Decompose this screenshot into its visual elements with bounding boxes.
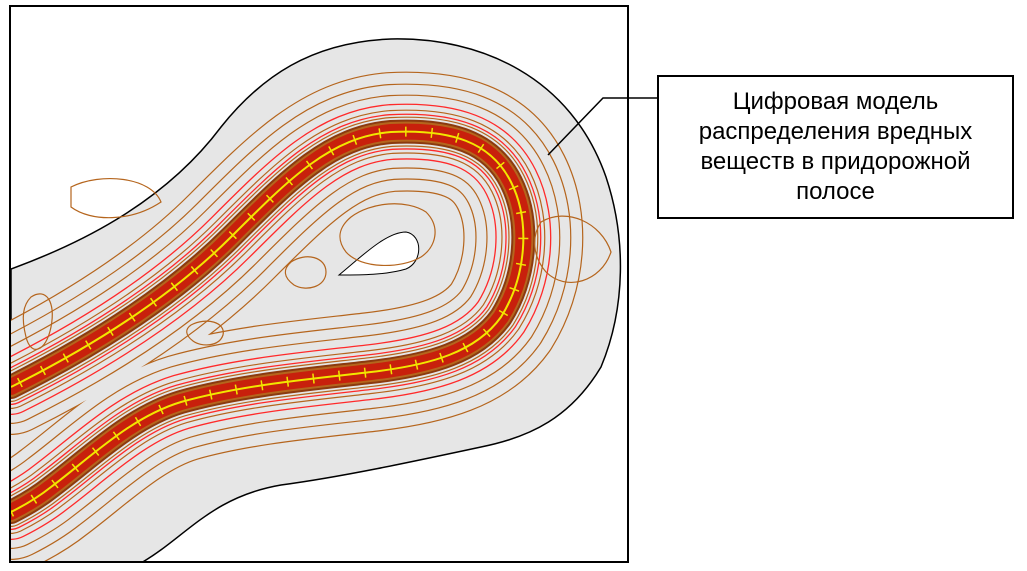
road-axis-tick — [363, 367, 367, 378]
road-axis-tick — [16, 377, 23, 388]
caption-text: Цифровая модель распределения вредных ве… — [698, 88, 973, 205]
road-axis-tick — [389, 364, 393, 375]
road-axis-tick — [516, 210, 527, 215]
road-axis-tick — [286, 376, 290, 387]
map-panel — [9, 5, 629, 563]
road-axis-tick — [234, 384, 238, 395]
road-axis-tick — [62, 353, 69, 363]
road-axis-tick — [430, 127, 434, 138]
road-axis-tick — [247, 212, 256, 221]
caption-box: Цифровая модель распределения вредных ве… — [657, 75, 1014, 219]
road-axis-tick — [112, 431, 120, 441]
road-axis-tick — [107, 326, 114, 336]
road-axis-tick — [285, 176, 294, 186]
contour-island — [284, 256, 327, 289]
road-axis-line — [11, 126, 529, 517]
road-axis-tick — [265, 194, 274, 203]
road-axis-tick — [190, 266, 199, 275]
road-axis-tick — [260, 380, 264, 391]
road-axis-tick — [208, 389, 213, 400]
road-axis-tick — [228, 231, 237, 240]
contour-island — [186, 320, 224, 346]
road-axis-tick — [515, 262, 527, 266]
road-axis-tick — [509, 287, 520, 292]
contour-island — [22, 293, 53, 350]
road-axis-tick — [496, 161, 505, 170]
road-axis-tick — [312, 373, 315, 384]
road-axis-tick — [85, 340, 92, 350]
road-axis-tick — [328, 146, 335, 156]
road-axis-tick — [158, 404, 164, 415]
road-axis-tick — [378, 128, 382, 139]
contour-island — [70, 177, 162, 219]
road-axis-tick — [414, 359, 419, 370]
road-axis-tick — [477, 143, 485, 153]
road-axis-tick — [337, 370, 341, 381]
contour-island — [534, 215, 612, 283]
road-axis-tick — [498, 309, 509, 317]
road-axis-tick — [51, 479, 59, 489]
road-axis-tick — [134, 416, 142, 427]
road-axis-path — [11, 130, 525, 513]
road-axis-tick — [30, 494, 38, 504]
road-axis-tick — [149, 297, 158, 307]
road-axis-tick — [39, 365, 47, 376]
road-axis-tick — [183, 395, 188, 406]
road-axis-tick — [210, 248, 219, 258]
contour-island — [339, 203, 436, 266]
road-axis-tick — [462, 342, 469, 353]
road-axis-tick — [352, 134, 358, 145]
road-axis-tick — [128, 312, 136, 322]
road-axis-tick — [455, 132, 460, 143]
road-axis-tick — [439, 352, 444, 363]
road-axis-tick — [11, 509, 15, 517]
road-axis-tick — [91, 447, 100, 456]
road-axis-tick — [71, 463, 80, 473]
road-axis-tick — [508, 185, 519, 191]
road-axis-tick — [482, 328, 491, 338]
road-axis-tick — [170, 282, 179, 292]
road-axis-tick — [305, 160, 314, 170]
